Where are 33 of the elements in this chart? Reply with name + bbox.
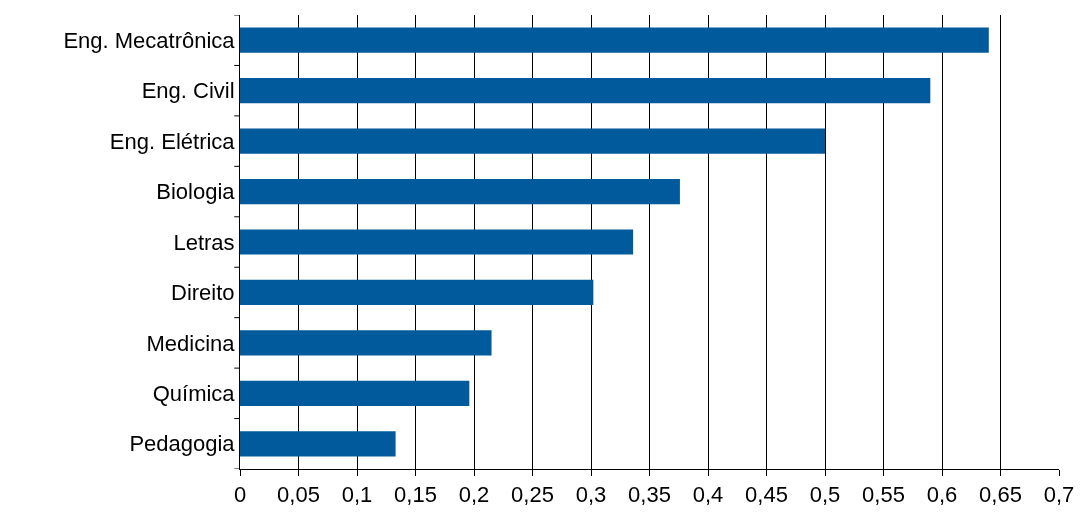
- y-tick-label: Eng. Mecatrônica: [63, 27, 236, 53]
- bar: [240, 330, 492, 356]
- x-tick-label: 0,2: [458, 482, 490, 508]
- x-tick-label: 0,35: [628, 482, 671, 508]
- x-tick-label: 0,5: [809, 482, 841, 508]
- x-tick-label: 0,3: [575, 482, 607, 508]
- y-tick-label: Eng. Elétrica: [109, 128, 236, 154]
- bar: [240, 431, 396, 457]
- x-tick-label: 0,7: [1043, 482, 1075, 508]
- y-tick-label: Pedagogia: [129, 431, 236, 457]
- y-tick-label: Letras: [173, 229, 235, 255]
- x-tick-label: 0,15: [394, 482, 437, 508]
- x-tick-label: 0,4: [692, 482, 724, 508]
- bar: [240, 178, 680, 205]
- x-tick-label: 0,45: [745, 482, 788, 508]
- y-tick-label: Biologia: [156, 179, 236, 205]
- x-tick-label: 0,65: [979, 482, 1022, 508]
- x-tick-label: 0,05: [277, 482, 320, 508]
- x-tick-label: 0,55: [862, 482, 905, 508]
- x-tick-label: 0,6: [926, 482, 958, 508]
- bar: [240, 279, 594, 306]
- bar: [240, 27, 989, 53]
- bar: [240, 78, 931, 104]
- y-tick-label: Direito: [171, 280, 235, 306]
- x-tick-label: 0,25: [511, 482, 554, 508]
- x-tick-label: 0,1: [341, 482, 373, 508]
- y-tick-label: Eng. Civil: [141, 78, 235, 104]
- bar: [240, 380, 470, 406]
- y-tick-label: Química: [152, 381, 236, 407]
- bar: [240, 128, 825, 154]
- bar: [240, 229, 634, 255]
- y-tick-label: Medicina: [146, 330, 236, 356]
- x-tick-label: 0: [233, 482, 247, 508]
